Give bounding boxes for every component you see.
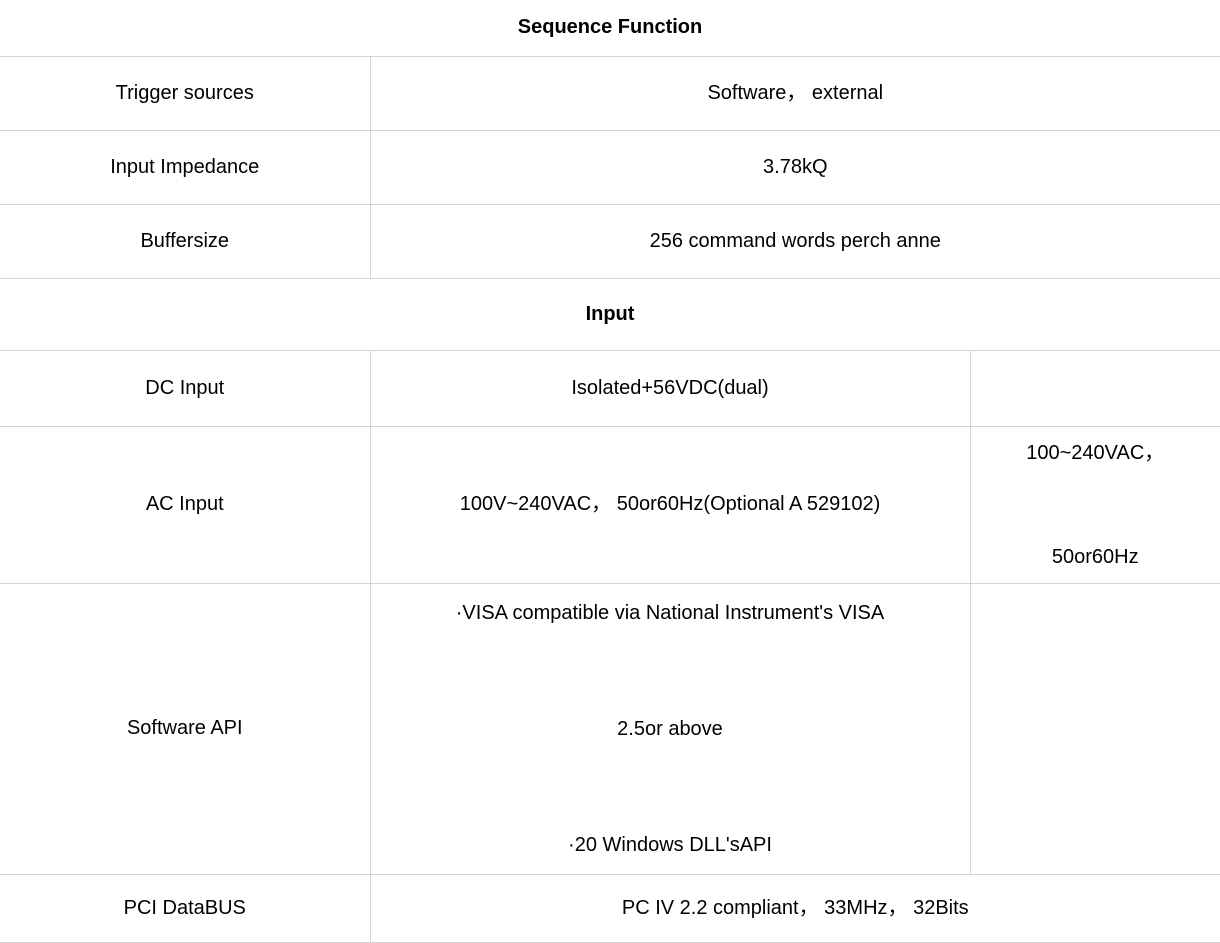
table-row: Software API ·VISA compatible via Nation… — [0, 582, 1220, 875]
section-header-row: Input — [0, 277, 1220, 351]
row-value-ac-input: 100V~240VAC， 50or60Hz(Optional A 529102) — [369, 425, 971, 584]
section-heading-input: Input — [0, 277, 1220, 351]
row-extra-ac-input: 100~240VAC， 50or60Hz — [969, 425, 1220, 584]
row-value-input-impedance: 3.78kQ — [369, 129, 1220, 205]
row-value-dc-input: Isolated+56VDC(dual) — [369, 349, 971, 427]
row-label-pci-databus: PCI DataBUS — [0, 873, 371, 943]
row-extra-software-api — [969, 582, 1220, 875]
row-value-buffersize: 256 command words perch anne — [369, 203, 1220, 279]
table-row: Buffersize 256 command words perch anne — [0, 203, 1220, 279]
table-row: Input Impedance 3.78kQ — [0, 129, 1220, 205]
row-value-trigger-sources: Software， external — [369, 55, 1220, 131]
table-row: Trigger sources Software， external — [0, 55, 1220, 131]
table-row: PCI DataBUS PC IV 2.2 compliant， 33MHz， … — [0, 873, 1220, 943]
section-header-row: Sequence Function — [0, 0, 1220, 57]
row-label-ac-input: AC Input — [0, 425, 371, 584]
row-label-input-impedance: Input Impedance — [0, 129, 371, 205]
row-label-dc-input: DC Input — [0, 349, 371, 427]
row-label-buffersize: Buffersize — [0, 203, 371, 279]
row-label-software-api: Software API — [0, 582, 371, 875]
row-extra-dc-input — [969, 349, 1220, 427]
table-row: DC Input Isolated+56VDC(dual) — [0, 349, 1220, 427]
row-label-trigger-sources: Trigger sources — [0, 55, 371, 131]
row-value-pci-databus: PC IV 2.2 compliant， 33MHz， 32Bits — [369, 873, 1220, 943]
table-row: AC Input 100V~240VAC， 50or60Hz(Optional … — [0, 425, 1220, 584]
row-value-software-api: ·VISA compatible via National Instrument… — [369, 582, 971, 875]
section-heading-sequence-function: Sequence Function — [0, 0, 1220, 57]
